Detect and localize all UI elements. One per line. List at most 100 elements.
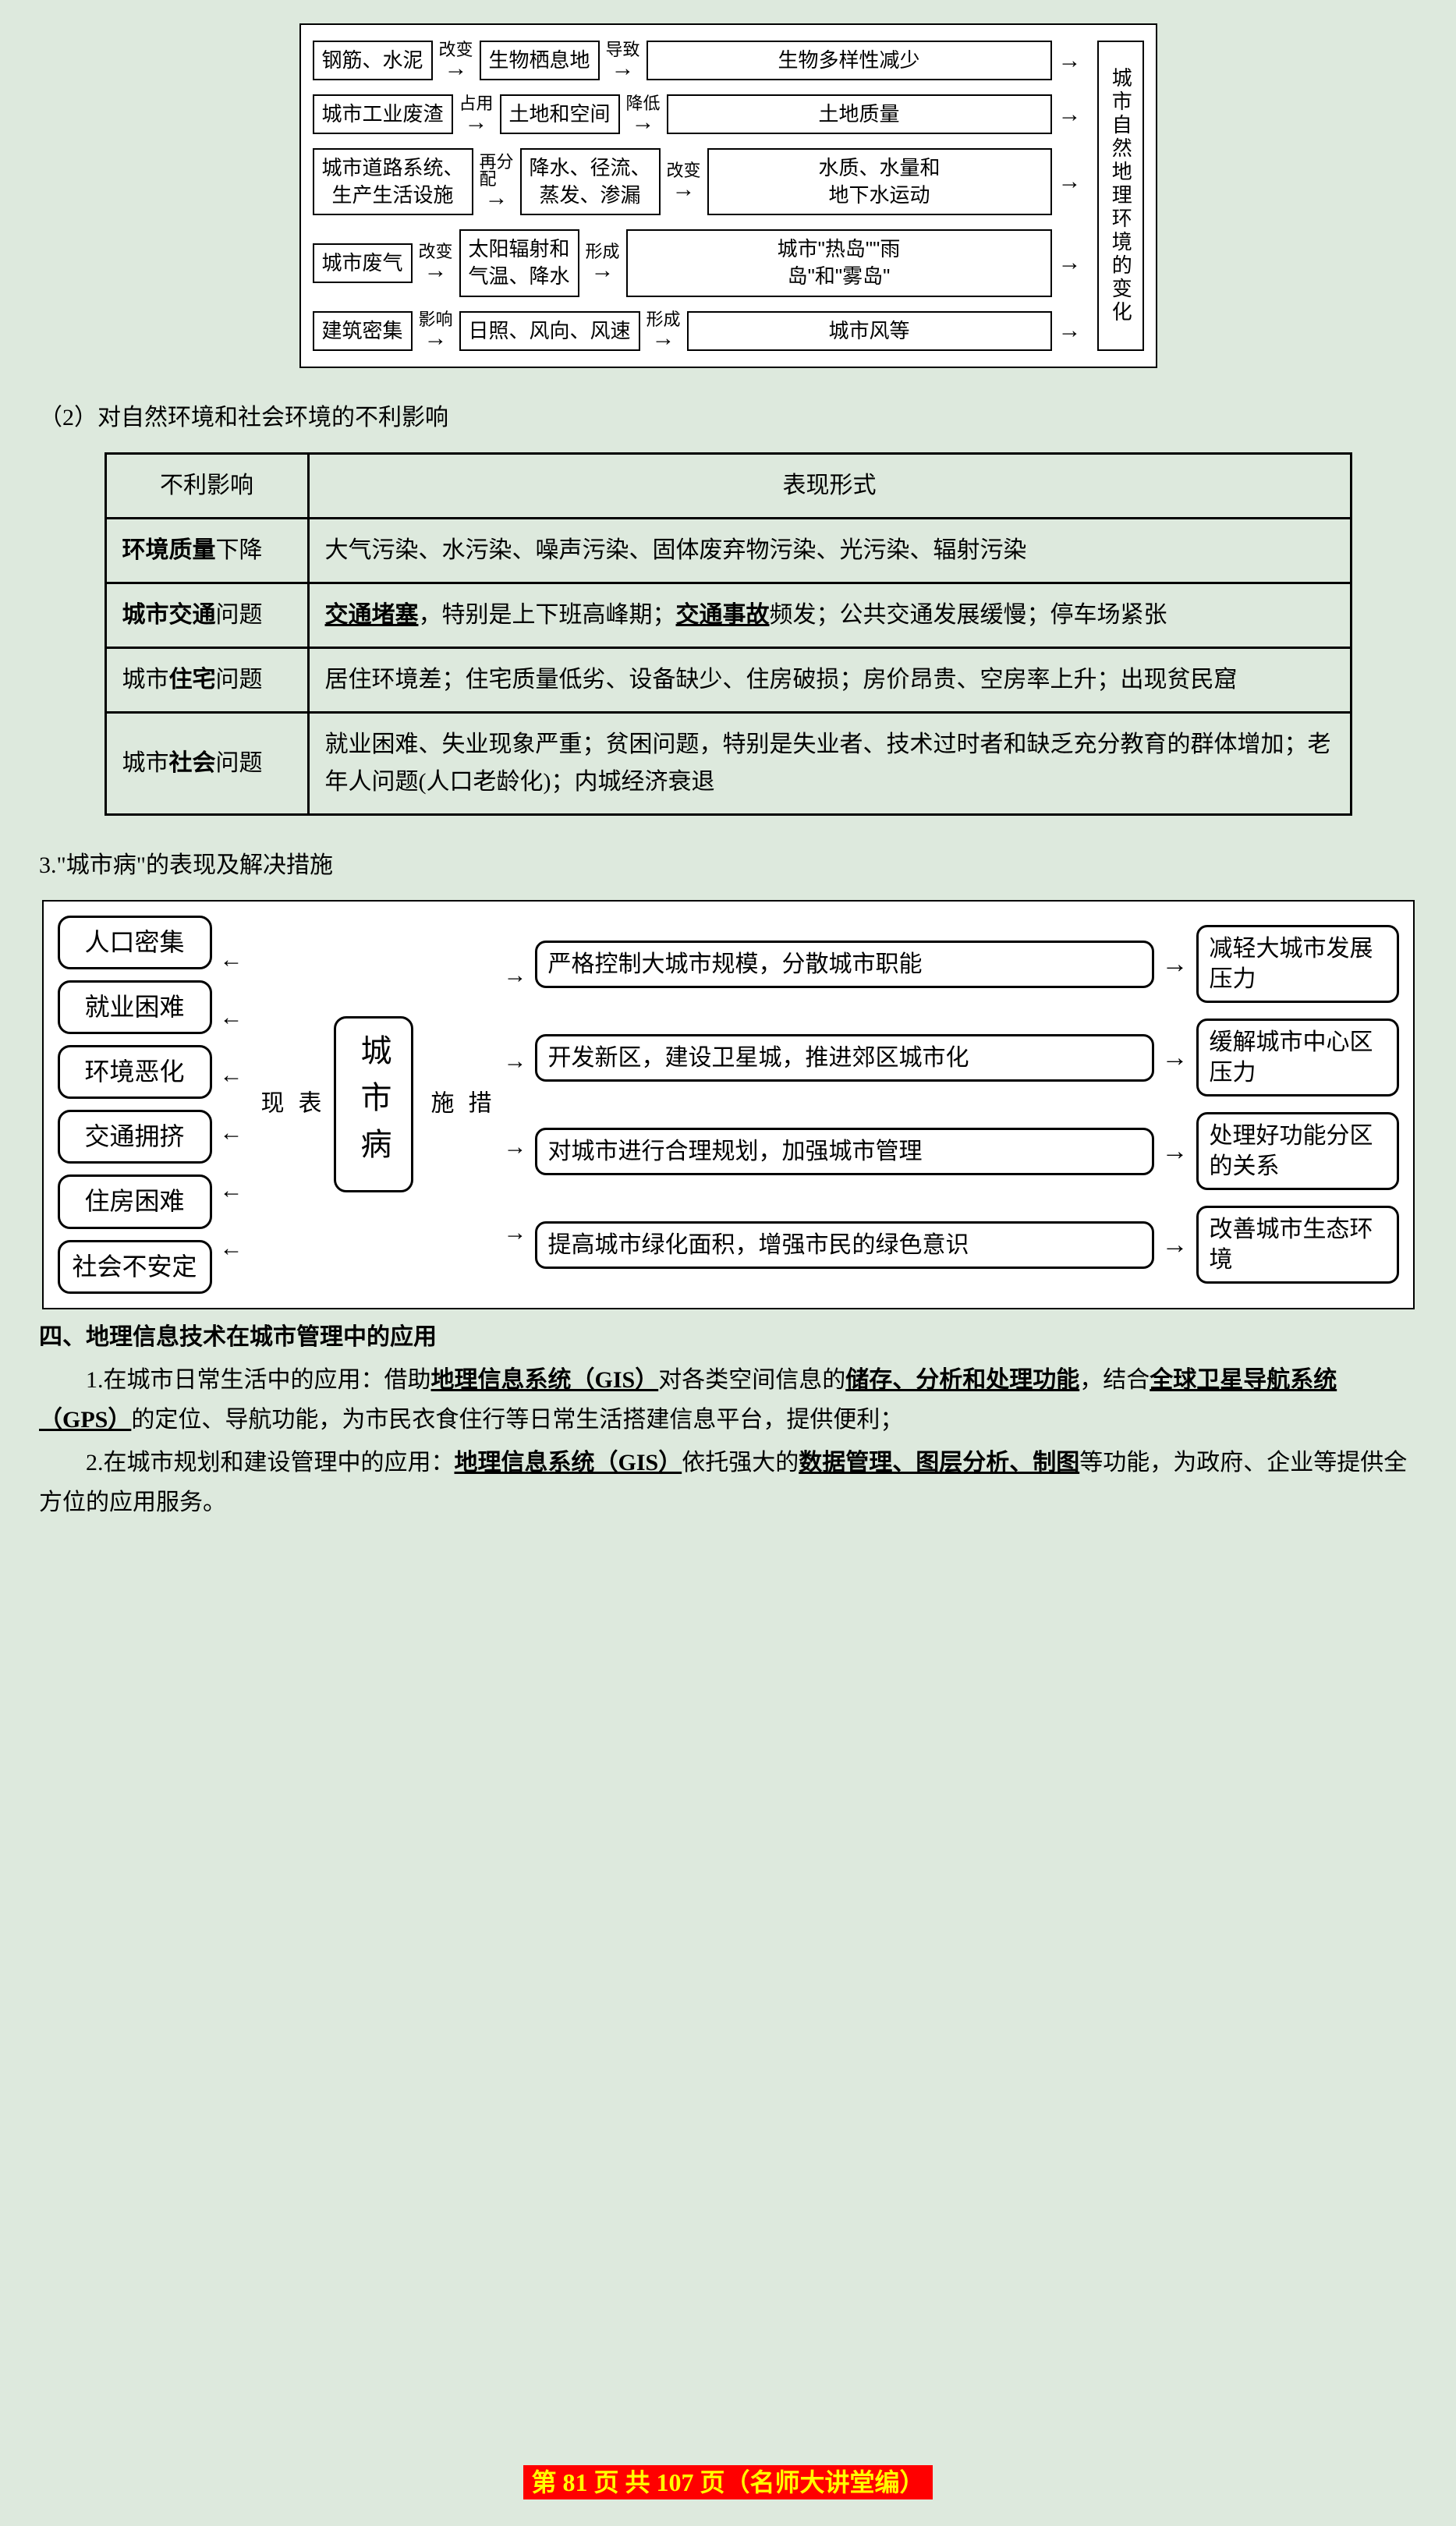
- symptom-pill: 就业困难: [58, 980, 212, 1034]
- result-box: 改善城市生态环境: [1196, 1206, 1399, 1284]
- impact-name: 环境质量下降: [105, 518, 308, 583]
- measure-row: 对城市进行合理规划，加强城市管理→处理好功能分区的关系: [535, 1112, 1399, 1190]
- table-row: 城市住宅问题居住环境差；住宅质量低劣、设备缺少、住房破损；房价昂贵、空房率上升；…: [105, 647, 1351, 712]
- arrow-right-icon: →: [504, 957, 527, 994]
- symptom-pill: 人口密集: [58, 916, 212, 969]
- arrow-right-icon: →: [1162, 1130, 1189, 1172]
- symptom-pill: 交通拥挤: [58, 1110, 212, 1164]
- cause-box: 钢筋、水泥: [313, 41, 433, 80]
- center-node-label: 城市病: [349, 1034, 399, 1174]
- arrow: →: [1058, 49, 1082, 73]
- section-4-p1: 1.在城市日常生活中的应用：借助地理信息系统（GIS）对各类空间信息的储存、分析…: [39, 1360, 1417, 1440]
- arrow: →: [1058, 103, 1082, 126]
- arrow: →: [1058, 319, 1082, 342]
- result-box: 处理好功能分区的关系: [1196, 1112, 1399, 1190]
- flowchart-result-label: 城市自然地理环境的变化: [1104, 67, 1137, 324]
- cause-box: 城市道路系统、 生产生活设施: [313, 148, 473, 215]
- result-box: 缓解城市中心区压力: [1196, 1019, 1399, 1096]
- arrow-left-icon: ←: [220, 1057, 243, 1094]
- mid-box: 生物栖息地: [480, 41, 600, 80]
- arrow-left-icon: ←: [220, 941, 243, 979]
- arrow: 降低→: [626, 95, 661, 134]
- symptoms-column: 人口密集就业困难环境恶化交通拥挤住房困难社会不安定: [58, 916, 212, 1294]
- right-arrows-out: →→→→: [504, 943, 527, 1266]
- flowchart-row: 城市道路系统、 生产生活设施再分 配→降水、径流、 蒸发、渗漏改变→水质、水量和…: [313, 148, 1082, 215]
- effect-box: 水质、水量和 地下水运动: [707, 148, 1052, 215]
- arrow-left-icon: ←: [220, 1114, 243, 1152]
- measure-row: 严格控制大城市规模，分散城市职能→减轻大城市发展压力: [535, 925, 1399, 1003]
- mid-box: 降水、径流、 蒸发、渗漏: [520, 148, 661, 215]
- table-head-2: 表现形式: [308, 453, 1351, 518]
- cause-box: 城市废气: [313, 243, 413, 283]
- measure-box: 开发新区，建设卫星城，推进郊区城市化: [535, 1034, 1154, 1082]
- table-row: 城市社会问题就业困难、失业现象严重；贫困问题，特别是失业者、技术过时者和缺乏充分…: [105, 712, 1351, 814]
- symptom-pill: 环境恶化: [58, 1045, 212, 1099]
- arrow: 改变→: [439, 41, 473, 80]
- impact-desc: 大气污染、水污染、噪声污染、固体废弃物污染、光污染、辐射污染: [308, 518, 1351, 583]
- effect-box: 生物多样性减少: [647, 41, 1052, 80]
- arrow-right-icon: →: [1162, 943, 1189, 985]
- impact-name: 城市社会问题: [105, 712, 308, 814]
- measure-box: 提高城市绿化面积，增强市民的绿色意识: [535, 1221, 1154, 1269]
- impact-desc: 交通堵塞，特别是上下班高峰期；交通事故频发；公共交通发展缓慢；停车场紧张: [308, 583, 1351, 647]
- arrow: 占用→: [459, 95, 494, 134]
- arrow: 改变→: [667, 162, 701, 201]
- flowchart-row: 城市工业废渣占用→土地和空间降低→土地质量 →: [313, 94, 1082, 134]
- page-footer: 第 81 页 共 107 页（名师大讲堂编）: [0, 2463, 1456, 2503]
- cause-box: 城市工业废渣: [313, 94, 453, 134]
- arrow: 形成→: [586, 243, 620, 282]
- arrow-right-icon: →: [1162, 1224, 1189, 1266]
- cause-box: 建筑密集: [313, 311, 413, 351]
- table-row: 环境质量下降大气污染、水污染、噪声污染、固体废弃物污染、光污染、辐射污染: [105, 518, 1351, 583]
- arrow: 改变→: [419, 243, 453, 282]
- arrow-left-icon: ←: [220, 1230, 243, 1267]
- arrow: →: [1058, 251, 1082, 275]
- measure-box: 对城市进行合理规划，加强城市管理: [535, 1128, 1154, 1175]
- flowchart-row: 城市废气改变→太阳辐射和 气温、降水形成→城市"热岛""雨 岛"和"雾岛"→: [313, 229, 1082, 296]
- effect-box: 城市"热岛""雨 岛"和"雾岛": [626, 229, 1052, 296]
- flowchart-urban-environment: 钢筋、水泥改变→生物栖息地导致→生物多样性减少→城市工业废渣占用→土地和空间降低…: [299, 23, 1157, 368]
- arrow: →: [1058, 170, 1082, 193]
- left-arrows: ← ← ← ← ← ←: [220, 941, 243, 1267]
- measures-column: 严格控制大城市规模，分散城市职能→减轻大城市发展压力开发新区，建设卫星城，推进郊…: [535, 925, 1399, 1284]
- table-head-1: 不利影响: [105, 453, 308, 518]
- left-link-label: 表 现: [251, 1090, 326, 1118]
- arrow-left-icon: ←: [220, 1172, 243, 1210]
- arrow: 导致→: [606, 41, 640, 80]
- section-4: 四、地理信息技术在城市管理中的应用 1.在城市日常生活中的应用：借助地理信息系统…: [39, 1317, 1417, 1522]
- mid-box: 日照、风向、风速: [459, 311, 640, 351]
- effect-box: 城市风等: [687, 311, 1052, 351]
- arrow-right-icon: →: [504, 1043, 527, 1080]
- section-3-heading: 3."城市病"的表现及解决措施: [39, 847, 1417, 884]
- measure-row: 提高城市绿化面积，增强市民的绿色意识→改善城市生态环境: [535, 1206, 1399, 1284]
- measure-box: 严格控制大城市规模，分散城市职能: [535, 941, 1154, 988]
- arrow: 影响→: [419, 311, 453, 350]
- symptom-pill: 社会不安定: [58, 1240, 212, 1294]
- impact-table: 不利影响 表现形式 环境质量下降大气污染、水污染、噪声污染、固体废弃物污染、光污…: [105, 452, 1352, 816]
- flowchart-row: 钢筋、水泥改变→生物栖息地导致→生物多样性减少→: [313, 41, 1082, 80]
- impact-desc: 就业困难、失业现象严重；贫困问题，特别是失业者、技术过时者和缺乏充分教育的群体增…: [308, 712, 1351, 814]
- flowchart-urban-disease: 人口密集就业困难环境恶化交通拥挤住房困难社会不安定 ← ← ← ← ← ← 表 现 城市病…: [42, 900, 1415, 1309]
- impact-desc: 居住环境差；住宅质量低劣、设备缺少、住房破损；房价昂贵、空房率上升；出现贫民窟: [308, 647, 1351, 712]
- document-page: 钢筋、水泥改变→生物栖息地导致→生物多样性减少→城市工业废渣占用→土地和空间降低…: [0, 0, 1456, 2526]
- effect-box: 土地质量: [667, 94, 1052, 134]
- symptom-pill: 住房困难: [58, 1174, 212, 1228]
- page-number: 第 81 页 共 107 页（名师大讲堂编）: [523, 2465, 932, 2499]
- result-box: 减轻大城市发展压力: [1196, 925, 1399, 1003]
- impact-name: 城市交通问题: [105, 583, 308, 647]
- mid-box: 土地和空间: [500, 94, 620, 134]
- arrow: 形成→: [647, 311, 681, 350]
- arrow-right-icon: →: [1162, 1036, 1189, 1079]
- measure-row: 开发新区，建设卫星城，推进郊区城市化→缓解城市中心区压力: [535, 1019, 1399, 1096]
- flowchart-row: 建筑密集影响→日照、风向、风速形成→城市风等 →: [313, 311, 1082, 351]
- arrow-right-icon: →: [504, 1128, 527, 1166]
- impact-name: 城市住宅问题: [105, 647, 308, 712]
- subsection-heading: （2）对自然环境和社会环境的不利影响: [39, 399, 1417, 437]
- right-link-label: 措 施: [421, 1090, 496, 1118]
- mid-box: 太阳辐射和 气温、降水: [459, 229, 579, 296]
- flowchart-result-box: 城市自然地理环境的变化: [1097, 41, 1144, 351]
- arrow-left-icon: ←: [220, 999, 243, 1036]
- center-node: 城市病: [334, 1016, 413, 1192]
- section-4-p2: 2.在城市规划和建设管理中的应用：地理信息系统（GIS）依托强大的数据管理、图层…: [39, 1443, 1417, 1522]
- section-4-title: 四、地理信息技术在城市管理中的应用: [39, 1317, 1417, 1357]
